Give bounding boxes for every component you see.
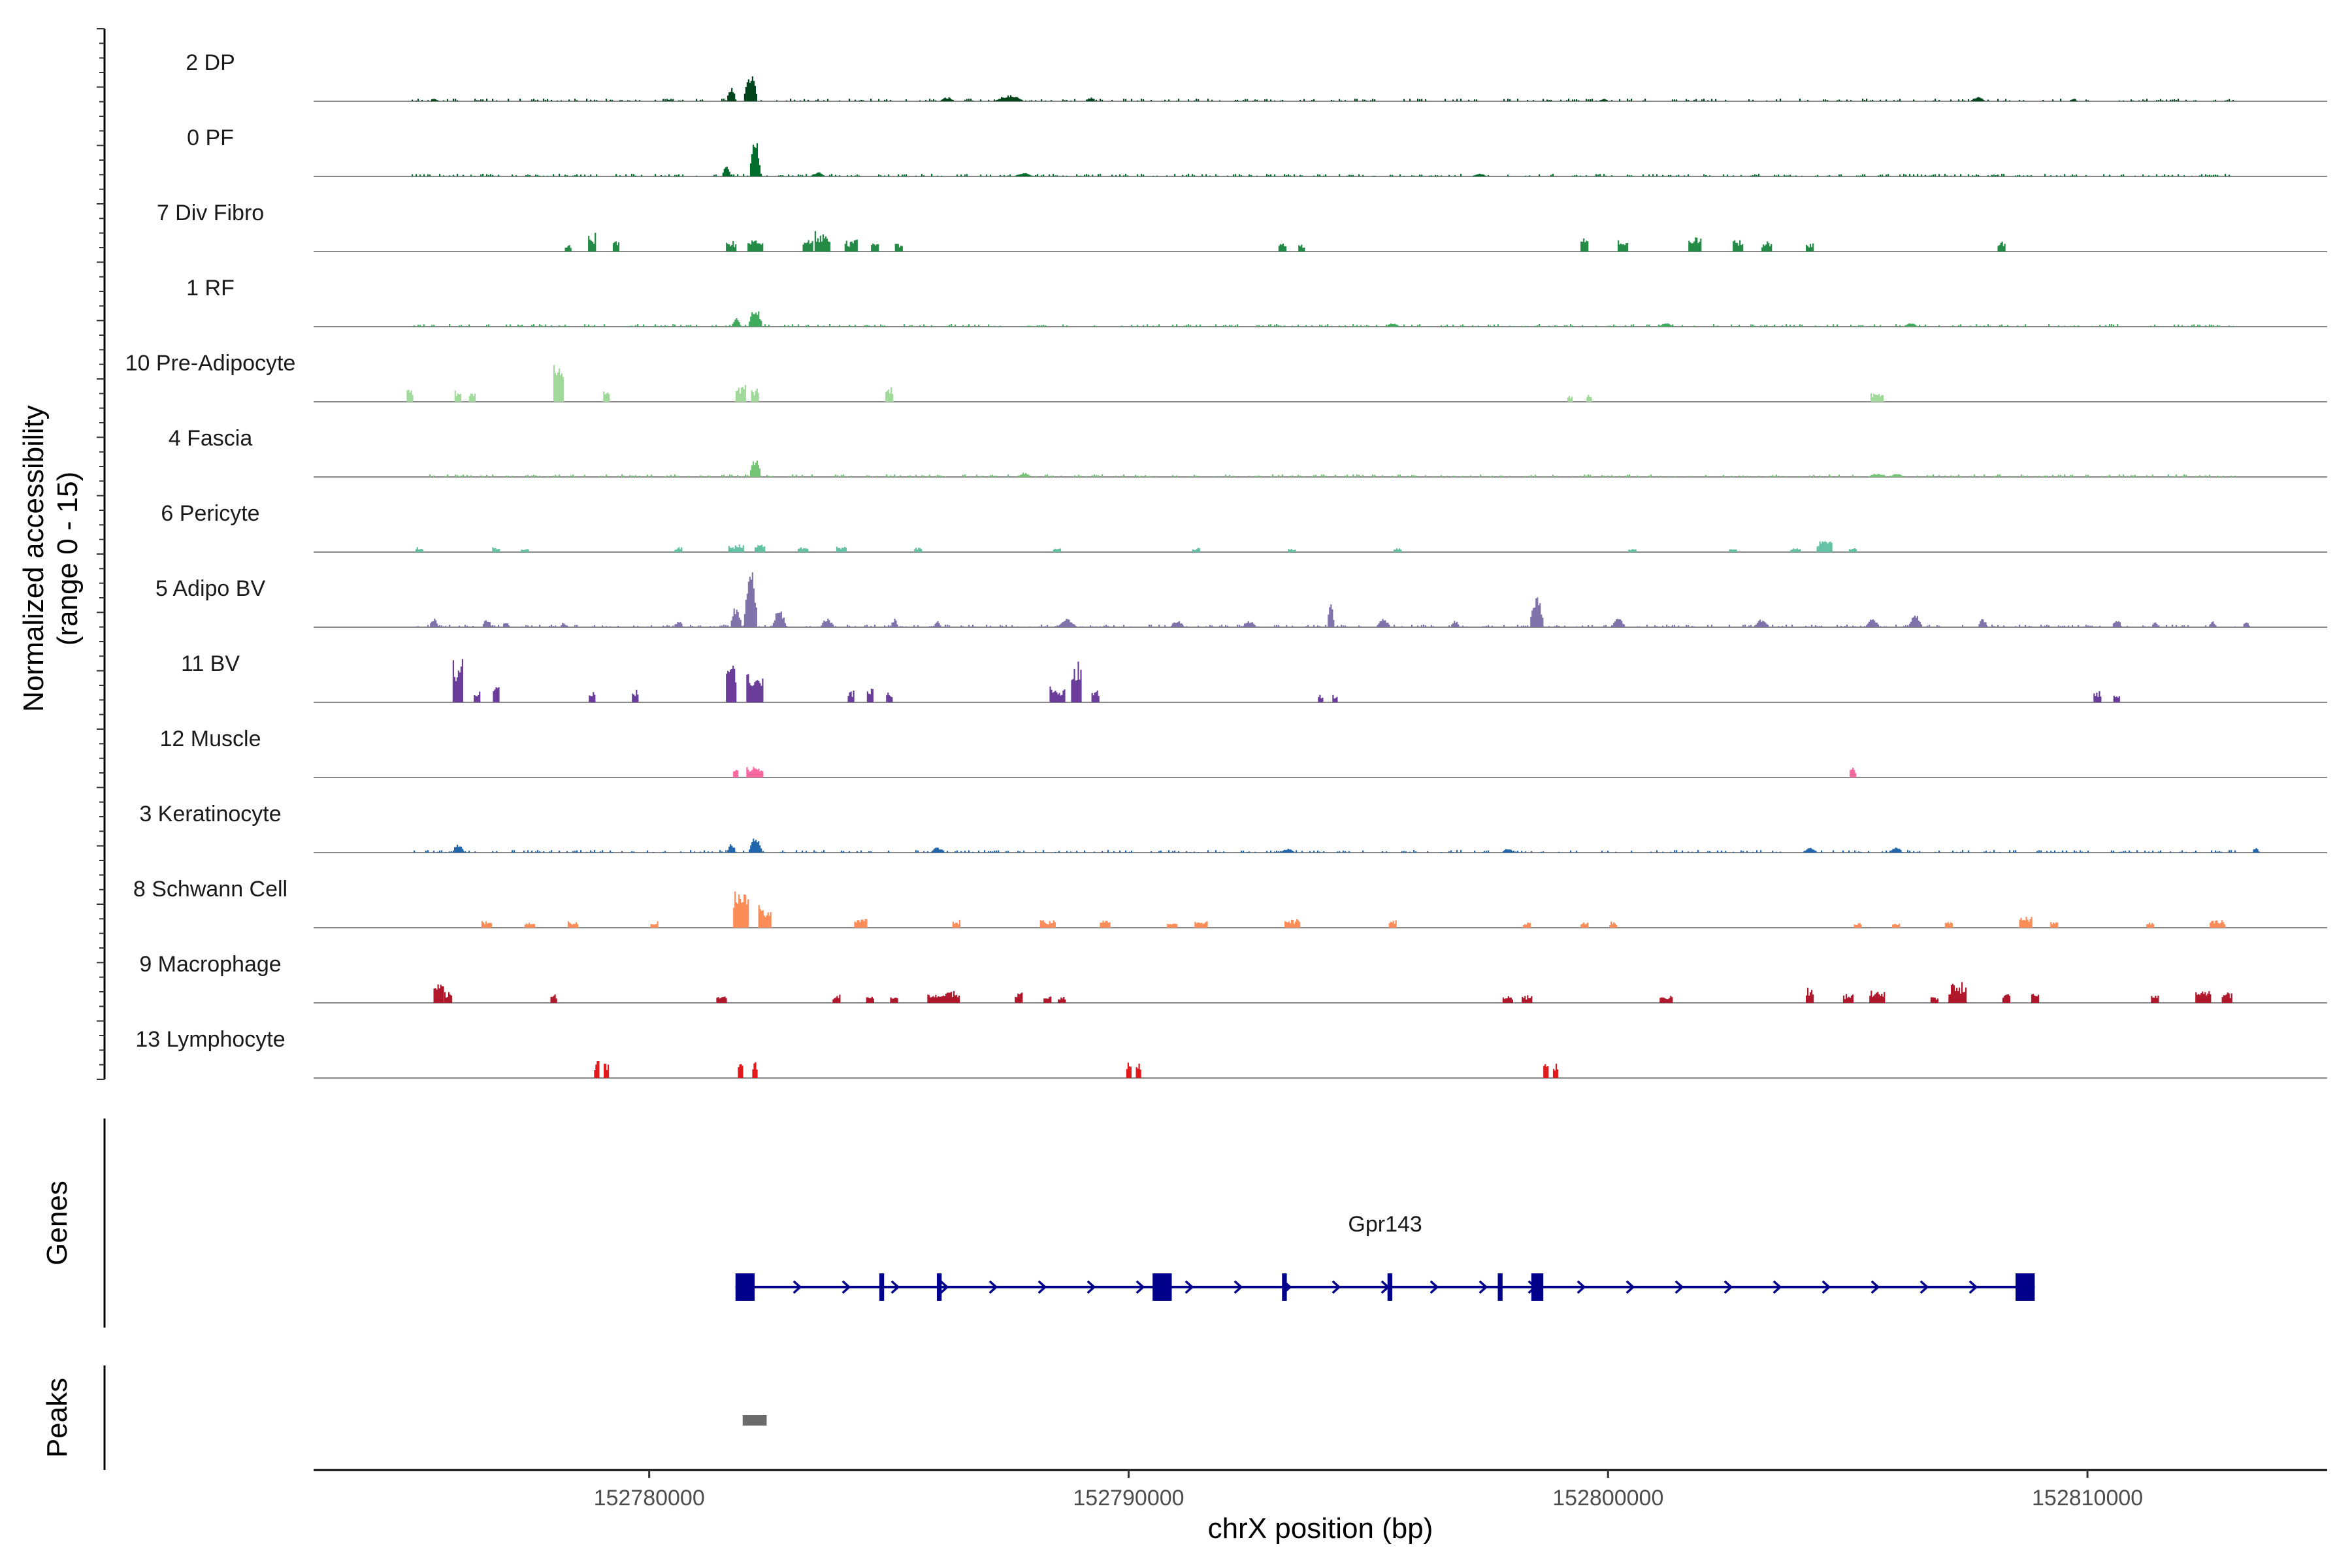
strand-arrow: [1184, 1280, 1194, 1294]
coverage-track: 13 Lymphocyte: [135, 1027, 2327, 1079]
x-axis-title: chrX position (bp): [1208, 1512, 1433, 1544]
genes-panel-label: Genes: [41, 1181, 73, 1266]
exon: [936, 1273, 942, 1301]
strand-arrow: [841, 1280, 851, 1294]
coverage-track: 11 BV: [181, 651, 2327, 703]
x-tick-label: 152790000: [1073, 1486, 1184, 1511]
coverage-area: [481, 891, 2226, 928]
coverage-area: [414, 838, 2260, 853]
track-label: 13 Lymphocyte: [135, 1027, 285, 1052]
coverage-area: [412, 76, 2234, 101]
exon: [735, 1273, 755, 1301]
track-label: 10 Pre-Adipocyte: [125, 351, 296, 376]
track-label: 8 Schwann Cell: [133, 877, 287, 902]
peak-region: [742, 1415, 767, 1426]
coverage-track: 2 DP: [186, 50, 2327, 102]
strand-arrow: [1478, 1280, 1488, 1294]
coverage-area: [412, 143, 2230, 176]
coverage-area: [433, 982, 2232, 1003]
gene-label: Gpr143: [1348, 1212, 1422, 1237]
y-axis-ticks: [97, 28, 105, 1080]
x-tick-label: 152800000: [1552, 1486, 1663, 1511]
strand-arrow: [988, 1280, 998, 1294]
strand-arrow: [1919, 1280, 1929, 1294]
track-label: 0 PF: [187, 125, 234, 150]
strand-arrow: [1086, 1280, 1096, 1294]
coverage-area: [452, 659, 2120, 702]
track-label: 9 Macrophage: [139, 952, 281, 977]
strand-arrow: [792, 1280, 802, 1294]
x-tick-label: 152780000: [594, 1486, 705, 1511]
coverage-track: 10 Pre-Adipocyte: [125, 351, 2327, 402]
coverage-area: [414, 311, 2234, 327]
peak-panel: [742, 1415, 767, 1426]
coverage-area: [406, 365, 1884, 402]
strand-arrow: [1674, 1280, 1684, 1294]
coverage-track: 0 PF: [187, 125, 2327, 177]
coverage-area: [415, 541, 1857, 552]
track-label: 2 DP: [186, 50, 235, 75]
coverage-area: [594, 1061, 1559, 1078]
gene-panel: Gpr143: [735, 1212, 2035, 1301]
gene-model: [735, 1273, 2035, 1301]
strand-arrow: [1037, 1280, 1047, 1294]
strand-arrow: [1429, 1280, 1439, 1294]
track-label: 7 Div Fibro: [157, 201, 264, 225]
strand-arrow: [1576, 1280, 1586, 1294]
strand-arrow: [890, 1280, 900, 1294]
y-axis-title-range: (range 0 - 15): [52, 472, 84, 646]
strand-arrow: [1772, 1280, 1782, 1294]
exon: [1387, 1273, 1393, 1301]
coverage-track: 5 Adipo BV: [155, 572, 2327, 628]
coverage-track: 6 Pericyte: [161, 501, 2327, 553]
track-label: 4 Fascia: [169, 426, 253, 451]
coverage-tracks: 2 DP 0 PF 7 Div Fibro 1 RF 10 Pre-Adipocyte 4…: [125, 50, 2327, 1079]
x-axis-ticks: 152780000 152790000 152800000 152810000: [594, 1470, 2143, 1511]
y-axis-title: Normalized accessibility: [18, 405, 50, 711]
coverage-area: [429, 461, 2236, 477]
peaks-panel-label: Peaks: [41, 1378, 73, 1458]
track-label: 12 Muscle: [160, 727, 261, 751]
track-label: 3 Keratinocyte: [139, 802, 281, 826]
coverage-track: 1 RF: [186, 276, 2327, 327]
coverage-track: 3 Keratinocyte: [139, 802, 2327, 853]
exon: [2016, 1273, 2035, 1301]
track-label: 1 RF: [186, 276, 235, 301]
coverage-track: 9 Macrophage: [139, 952, 2327, 1004]
coverage-track: 8 Schwann Cell: [133, 877, 2327, 928]
coverage-track: 4 Fascia: [169, 426, 2327, 478]
exon: [1282, 1273, 1287, 1301]
strand-arrow: [1233, 1280, 1243, 1294]
coverage-area: [416, 572, 2250, 627]
track-label: 11 BV: [181, 651, 240, 676]
strand-arrow: [1331, 1280, 1341, 1294]
strand-arrow: [939, 1280, 949, 1294]
x-tick-label: 152810000: [2032, 1486, 2143, 1511]
track-label: 6 Pericyte: [161, 501, 259, 526]
coverage-area: [733, 766, 1857, 777]
coverage-track: 12 Muscle: [160, 727, 2327, 778]
coverage-track: 7 Div Fibro: [157, 201, 2327, 252]
exon: [1497, 1273, 1503, 1301]
strand-arrow: [1135, 1280, 1145, 1294]
strand-arrow: [1870, 1280, 1880, 1294]
coverage-area: [564, 231, 2006, 252]
exon: [879, 1273, 885, 1301]
strand-arrow: [1968, 1280, 1978, 1294]
strand-arrow: [1723, 1280, 1733, 1294]
track-label: 5 Adipo BV: [155, 576, 266, 601]
exon: [1531, 1273, 1544, 1301]
strand-arrow: [1625, 1280, 1635, 1294]
exon: [1152, 1273, 1172, 1301]
strand-arrow: [1821, 1280, 1831, 1294]
